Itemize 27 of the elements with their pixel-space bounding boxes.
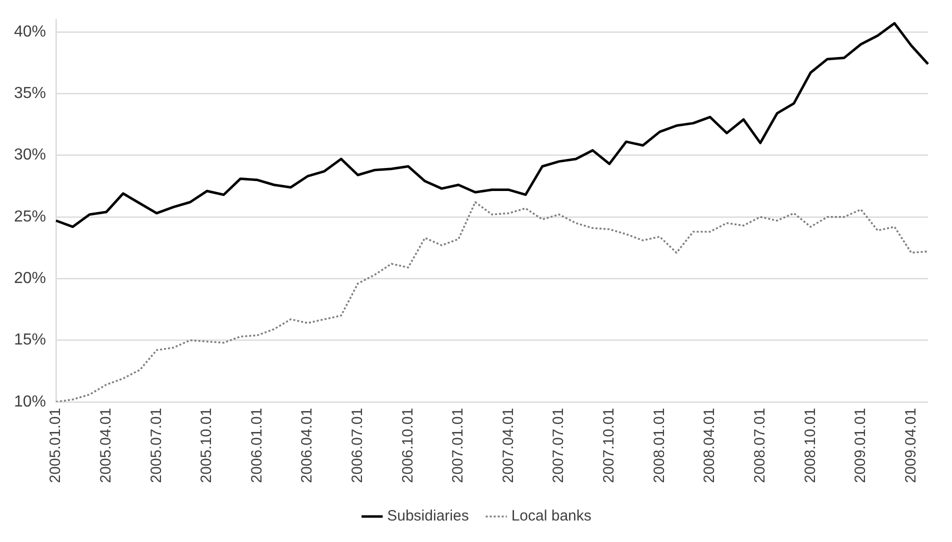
x-tick-label: 2008.10.01 bbox=[802, 408, 819, 484]
x-tick-label: 2007.07.01 bbox=[550, 408, 568, 484]
x-tick-label: 2005.07.01 bbox=[148, 408, 165, 484]
y-tick-label: 35% bbox=[14, 85, 46, 102]
x-tick-label: 2005.04.01 bbox=[97, 408, 114, 484]
x-tick-label: 2005.10.01 bbox=[198, 408, 216, 484]
x-tick-label: 2009.01.01 bbox=[852, 408, 870, 484]
x-tick-label: 2008.07.01 bbox=[751, 408, 768, 484]
y-tick-label: 10% bbox=[14, 393, 46, 410]
y-tick-label: 25% bbox=[14, 208, 46, 226]
x-tick-label: 2009.04.01 bbox=[902, 408, 920, 484]
x-tick-label: 2007.01.01 bbox=[450, 408, 467, 484]
x-tick-label: 2007.10.01 bbox=[600, 408, 618, 484]
x-tick-label: 2006.04.01 bbox=[298, 408, 316, 484]
y-tick-label: 40% bbox=[14, 23, 46, 40]
x-tick-label: 2006.01.01 bbox=[248, 408, 266, 484]
y-tick-label: 15% bbox=[14, 332, 46, 349]
y-tick-label: 20% bbox=[14, 270, 46, 287]
x-tick-label: 2006.10.01 bbox=[399, 408, 416, 484]
x-tick-label: 2008.04.01 bbox=[701, 408, 718, 484]
x-tick-label: 2007.04.01 bbox=[500, 408, 517, 484]
x-tick-label: 2008.01.01 bbox=[650, 408, 668, 484]
x-tick-label: 2006.07.01 bbox=[349, 408, 366, 484]
legend-label: Subsidiaries bbox=[387, 508, 469, 525]
x-tick-label: 2005.01.01 bbox=[47, 408, 64, 484]
legend-label: Local banks bbox=[511, 508, 592, 525]
y-tick-label: 30% bbox=[14, 146, 46, 164]
